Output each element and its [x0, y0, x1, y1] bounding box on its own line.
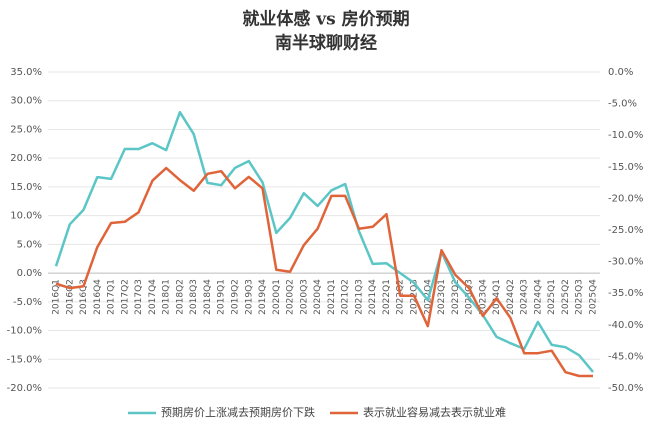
y-tick-label: 10.0%	[10, 211, 42, 222]
legend-label: 预期房价上涨减去预期房价下跌	[161, 405, 315, 419]
y-tick-label: -20.0%	[7, 383, 42, 394]
x-tick-label: 2024Q3	[520, 279, 530, 315]
x-tick-label: 2023Q1	[437, 279, 447, 315]
x-tick-label: 2024Q1	[492, 279, 502, 315]
x-tick-label: 2019Q3	[244, 279, 254, 315]
y2-tick-label: -30.0%	[608, 257, 643, 268]
x-tick-label: 2019Q1	[217, 279, 227, 315]
x-tick-label: 2016Q2	[65, 279, 75, 315]
x-tick-label: 2016Q4	[93, 279, 103, 315]
x-tick-label: 2023Q2	[451, 279, 461, 315]
x-tick-label: 2017Q4	[148, 279, 158, 315]
x-tick-label: 2017Q3	[134, 279, 144, 315]
x-tick-label: 2017Q2	[120, 279, 130, 315]
x-tick-label: 2024Q2	[506, 279, 516, 315]
y-tick-label: 20.0%	[10, 153, 42, 164]
x-tick-label: 2020Q2	[286, 279, 296, 315]
y2-tick-label: -35.0%	[608, 288, 643, 299]
x-tick-label: 2024Q4	[533, 279, 543, 315]
y-tick-label: 35.0%	[10, 67, 42, 78]
y2-tick-label: -50.0%	[608, 383, 643, 394]
x-tick-label: 2021Q4	[368, 279, 378, 315]
x-tick-label: 2019Q4	[258, 279, 268, 315]
x-tick-label: 2020Q3	[299, 279, 309, 315]
x-tick-label: 2023Q4	[478, 279, 488, 315]
x-tick-label: 2018Q3	[189, 279, 199, 315]
y-tick-label: 30.0%	[10, 96, 42, 107]
y-tick-label: 25.0%	[10, 124, 42, 135]
x-tick-label: 2016Q1	[52, 279, 62, 315]
x-tick-label: 2018Q1	[162, 279, 172, 315]
y2-tick-label: 0.0%	[608, 67, 633, 78]
series-line	[55, 166, 593, 378]
y2-tick-label: -5.0%	[608, 99, 637, 110]
x-tick-label: 2018Q4	[203, 279, 213, 315]
y-tick-label: -15.0%	[7, 354, 42, 365]
x-tick-label: 2025Q1	[547, 279, 557, 315]
y2-tick-label: -10.0%	[608, 130, 643, 141]
x-tick-label: 2020Q1	[272, 279, 282, 315]
x-tick-label: 2018Q2	[175, 279, 185, 315]
y2-tick-label: -20.0%	[608, 193, 643, 204]
x-tick-label: 2020Q4	[313, 279, 323, 315]
x-tick-label: 2022Q1	[382, 279, 392, 315]
chart-subtitle: 南半球聊财经	[275, 33, 377, 54]
x-tick-label: 2021Q3	[354, 279, 364, 315]
x-tick-label: 2025Q4	[589, 279, 599, 315]
y-tick-label: 5.0%	[17, 239, 42, 250]
x-tick-label: 2025Q2	[561, 279, 571, 315]
x-tick-label: 2022Q2	[396, 279, 406, 315]
series-line	[54, 110, 594, 373]
chart-title: 就业体感 vs 房价预期	[242, 9, 409, 30]
x-tick-label: 2021Q1	[327, 279, 337, 315]
legend-label: 表示就业容易减去表示就业难	[363, 405, 506, 419]
y-tick-label: 0.0%	[17, 268, 42, 279]
x-tick-label: 2017Q1	[107, 279, 117, 315]
y-tick-label: 15.0%	[10, 182, 42, 193]
y2-tick-label: -45.0%	[608, 351, 643, 362]
x-tick-label: 2025Q3	[575, 279, 585, 315]
y-tick-label: -5.0%	[13, 297, 42, 308]
x-tick-label: 2016Q3	[79, 279, 89, 315]
x-tick-label: 2021Q2	[341, 279, 351, 315]
y-tick-label: -10.0%	[7, 326, 42, 337]
y2-tick-label: -25.0%	[608, 225, 643, 236]
x-tick-label: 2019Q2	[231, 279, 241, 315]
y2-tick-label: -15.0%	[608, 162, 643, 173]
y2-tick-label: -40.0%	[608, 320, 643, 331]
